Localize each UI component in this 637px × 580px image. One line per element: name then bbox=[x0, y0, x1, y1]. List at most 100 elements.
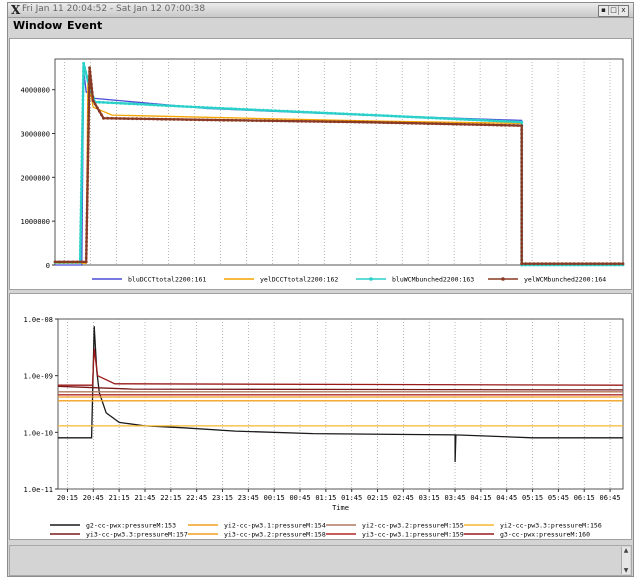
data-point bbox=[255, 119, 258, 122]
x-tick-label: 01:45 bbox=[341, 494, 362, 502]
maximize-button[interactable]: □ bbox=[609, 6, 619, 15]
data-point bbox=[317, 111, 321, 115]
application-window: X Fri Jan 11 20:04:52 - Sat Jan 12 07:00… bbox=[7, 2, 634, 577]
data-point bbox=[520, 250, 524, 253]
data-point bbox=[361, 120, 365, 124]
data-point bbox=[86, 143, 90, 146]
data-point bbox=[214, 118, 218, 122]
data-point bbox=[435, 116, 438, 120]
menu-event[interactable]: Event bbox=[67, 19, 103, 32]
data-point bbox=[520, 128, 524, 132]
data-point bbox=[81, 86, 85, 90]
status-scrollbar[interactable]: ▲ ▼ bbox=[621, 547, 630, 574]
x-tick-label: 06:45 bbox=[600, 494, 621, 502]
data-point bbox=[86, 175, 90, 179]
data-point bbox=[87, 110, 91, 114]
data-point bbox=[312, 120, 316, 123]
data-point bbox=[544, 262, 548, 266]
data-point bbox=[410, 115, 414, 119]
data-point bbox=[536, 262, 540, 266]
legend-label: g3-cc-pwx:pressureM:160 bbox=[500, 531, 590, 539]
data-point bbox=[81, 114, 85, 118]
data-point bbox=[152, 103, 156, 107]
data-point bbox=[491, 123, 495, 127]
data-point bbox=[597, 262, 601, 266]
data-point bbox=[273, 109, 277, 113]
x-tick-label: 03:15 bbox=[419, 494, 440, 502]
legend-label: yi3-cc-pw3.3:pressureM:157 bbox=[86, 531, 188, 539]
data-point bbox=[172, 118, 176, 121]
data-point bbox=[181, 118, 184, 121]
data-point bbox=[85, 244, 88, 248]
data-point bbox=[267, 119, 271, 123]
data-point bbox=[71, 260, 75, 264]
data-point bbox=[85, 220, 89, 223]
data-point bbox=[613, 262, 617, 266]
data-point bbox=[67, 260, 70, 264]
data-point bbox=[279, 119, 283, 123]
data-point bbox=[520, 205, 524, 209]
data-point bbox=[426, 122, 430, 125]
data-point bbox=[418, 122, 422, 125]
data-point bbox=[97, 100, 101, 104]
data-point bbox=[86, 147, 90, 151]
data-point bbox=[114, 117, 118, 120]
close-button[interactable]: x bbox=[621, 6, 626, 14]
data-point bbox=[520, 225, 524, 229]
data-point bbox=[87, 102, 91, 106]
data-point bbox=[122, 117, 126, 120]
data-point bbox=[78, 252, 82, 256]
data-point bbox=[495, 123, 499, 127]
scroll-up-icon[interactable]: ▲ bbox=[623, 547, 629, 554]
data-point bbox=[552, 262, 556, 266]
data-point bbox=[87, 98, 91, 102]
data-point bbox=[447, 117, 450, 121]
data-point bbox=[80, 167, 84, 171]
data-point bbox=[80, 163, 84, 167]
data-point bbox=[289, 110, 293, 113]
data-point bbox=[201, 118, 205, 122]
data-point bbox=[520, 209, 524, 213]
data-point bbox=[87, 135, 90, 138]
data-point bbox=[288, 119, 291, 123]
data-point bbox=[218, 106, 221, 110]
data-point bbox=[160, 104, 164, 107]
data-point bbox=[80, 171, 84, 175]
data-point bbox=[173, 104, 177, 108]
data-point bbox=[87, 86, 91, 90]
data-point bbox=[520, 185, 524, 188]
data-point bbox=[508, 124, 511, 127]
data-point bbox=[53, 260, 57, 264]
data-point bbox=[292, 119, 295, 123]
data-point bbox=[176, 118, 180, 121]
data-point bbox=[520, 172, 524, 176]
data-point bbox=[156, 117, 159, 121]
data-point bbox=[87, 90, 91, 94]
x-tick-label: 01:15 bbox=[315, 494, 336, 502]
data-point bbox=[81, 110, 85, 114]
data-point bbox=[430, 116, 434, 120]
x-tick-label: 02:45 bbox=[393, 494, 414, 502]
data-point bbox=[238, 107, 241, 111]
data-point bbox=[564, 262, 568, 266]
data-point bbox=[479, 118, 483, 122]
data-point bbox=[259, 119, 263, 123]
scroll-down-icon[interactable]: ▼ bbox=[623, 567, 629, 574]
legend-label: yi2-cc-pw3.1:pressureM:154 bbox=[224, 522, 326, 530]
data-point bbox=[79, 228, 83, 232]
title-bar[interactable]: X Fri Jan 11 20:04:52 - Sat Jan 12 07:00… bbox=[8, 3, 633, 18]
menu-window[interactable]: Window bbox=[13, 19, 63, 32]
data-point bbox=[601, 262, 605, 266]
data-point bbox=[378, 121, 381, 124]
data-point bbox=[80, 260, 84, 264]
data-point bbox=[140, 102, 144, 106]
data-point bbox=[79, 212, 83, 216]
data-point bbox=[156, 103, 160, 107]
data-point bbox=[85, 75, 89, 78]
data-point bbox=[520, 120, 524, 124]
data-point bbox=[85, 236, 88, 240]
data-point bbox=[296, 119, 299, 123]
x-tick-label: 20:15 bbox=[57, 494, 78, 502]
minimize-button[interactable]: ▪ bbox=[599, 6, 609, 15]
data-point bbox=[84, 70, 88, 74]
